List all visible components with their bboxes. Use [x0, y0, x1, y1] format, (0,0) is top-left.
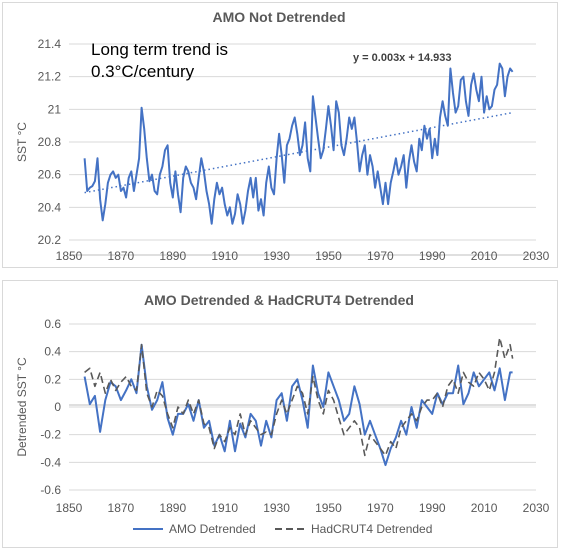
chart-title: AMO Detrended & HadCRUT4 Detrended	[144, 292, 414, 308]
x-tick-label: 1910	[211, 249, 238, 263]
y-axis-label: Detrended SST °C	[15, 357, 29, 457]
series-line-hadcrut4-detrended	[84, 336, 514, 457]
y-tick-label: 0.2	[44, 372, 61, 386]
chart-panel-amo-detrended: AMO Detrended & HadCRUT4 Detrended -0.6 -0…	[2, 280, 558, 548]
x-tick-label: 1950	[315, 501, 342, 515]
x-tick-label: 1990	[419, 249, 446, 263]
y-tick-label: 0.6	[44, 317, 61, 331]
y-tick-label: -0.6	[40, 483, 61, 497]
series-line-series-0	[83, 62, 514, 225]
x-tick-label: 1970	[367, 501, 394, 515]
x-tick-label: 2030	[523, 501, 550, 515]
x-tick-label: 1870	[108, 501, 135, 515]
y-tick-label: -0.2	[40, 428, 61, 442]
x-tick-label: 1970	[367, 249, 394, 263]
y-tick-label: 21.4	[38, 37, 62, 51]
x-tick-label: 1890	[159, 249, 186, 263]
x-tick-label: 1850	[56, 501, 83, 515]
x-tick-label: 2010	[471, 249, 498, 263]
trendline-equation: y = 0.003x + 14.933	[353, 52, 451, 64]
y-tick-label: 20.8	[38, 135, 62, 149]
x-tick-label: 2010	[471, 501, 498, 515]
y-tick-label: 20.6	[38, 168, 62, 182]
x-tick-label: 2030	[523, 249, 550, 263]
trendline	[84, 111, 513, 194]
x-tick-label: 1930	[263, 501, 290, 515]
chart-amo-not-detrended: AMO Not Detrended 20.2 20.4 20.6 20.8 21 21.2 2…	[15, 9, 550, 263]
legend-entry: AMO Detrended	[169, 522, 256, 536]
y-axis-label: SST °C	[15, 122, 29, 162]
y-tick-label: -0.4	[40, 455, 61, 469]
x-tick-label: 1890	[159, 501, 186, 515]
chart-amo-detrended-hadcrut4: AMO Detrended & HadCRUT4 Detrended -0.6 -0…	[15, 292, 550, 536]
y-tick-label: 21.2	[38, 70, 62, 84]
trend-annotation: Long term trend is 0.3°C/century	[91, 40, 228, 81]
y-tick-label: 21	[48, 102, 62, 116]
chart-panel-amo-not-detrended: AMO Not Detrended 20.2 20.4 20.6 20.8 21 21.2 2…	[2, 2, 558, 268]
legend-entry: HadCRUT4 Detrended	[311, 522, 432, 536]
x-tick-label: 1870	[108, 249, 135, 263]
x-tick-label: 1950	[315, 249, 342, 263]
y-tick-label: 20.2	[38, 233, 62, 247]
chart-title: AMO Not Detrended	[213, 9, 346, 25]
y-tick-label: 0	[54, 400, 61, 414]
y-tick-label: 0.4	[44, 345, 61, 359]
x-tick-label: 1850	[56, 249, 83, 263]
x-tick-label: 1910	[211, 501, 238, 515]
y-tick-label: 20.4	[38, 200, 62, 214]
x-tick-label: 1990	[419, 501, 446, 515]
x-tick-label: 1930	[263, 249, 290, 263]
